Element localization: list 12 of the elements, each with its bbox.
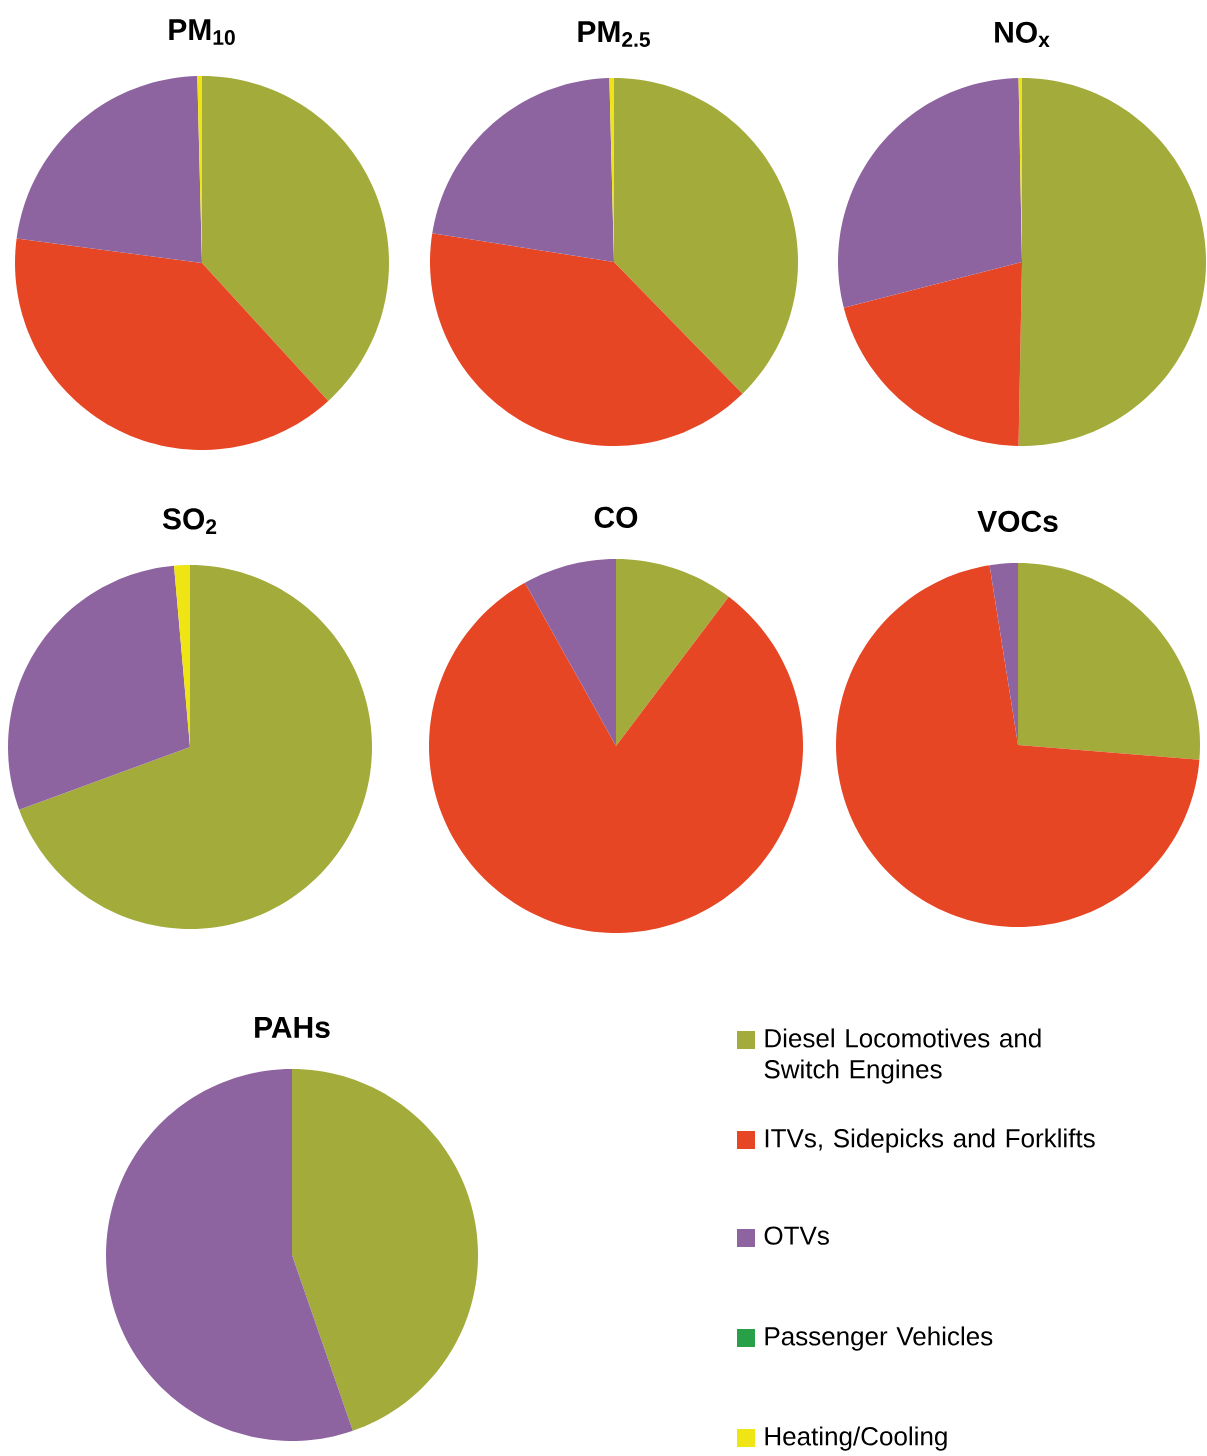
chart-title: CO — [594, 506, 638, 528]
legend-label: Diesel Locomotives and Switch Engines — [764, 1028, 1041, 1084]
legend-label: OTVs — [764, 1226, 829, 1245]
chart-title: SO$_{2}$ — [162, 508, 217, 534]
legend-label: ITVs, Sidepicks and Forklifts — [765, 1128, 1095, 1153]
chart-title: NO$_{x}$ — [995, 21, 1050, 47]
chart-title: PM$_{2.5}$ — [578, 21, 650, 47]
chart-title: PM$_{10}$ — [169, 19, 235, 45]
legend-label: Passenger Vehicles — [765, 1326, 993, 1351]
legend-label: Heating/Cooling — [765, 1426, 947, 1451]
chart-title: PAHs — [255, 1017, 330, 1038]
chart-title: VOCs — [977, 510, 1058, 532]
